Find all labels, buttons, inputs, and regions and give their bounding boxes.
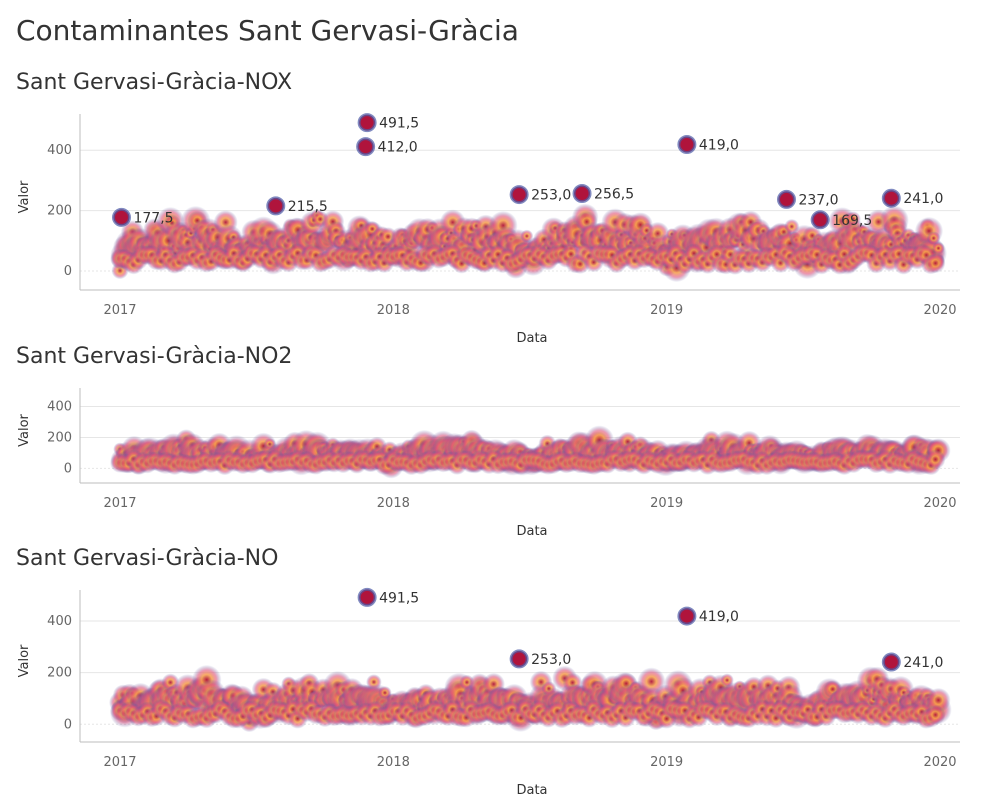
density-cloud [109, 664, 952, 733]
density-point [925, 253, 946, 274]
data-label: 237,0 [798, 192, 838, 208]
data-label: 177,5 [133, 210, 173, 226]
x-tick-label: 2020 [923, 303, 956, 318]
chart-nox: Sant Gervasi-Gràcia-NOX 0 200 400 177,5 215,… [0, 70, 1000, 346]
peak-point[interactable] [509, 649, 529, 669]
chart-title: Sant Gervasi-Gràcia-NO2 [16, 344, 293, 369]
peak-point[interactable] [810, 210, 830, 230]
y-axis-title: Valor [17, 180, 32, 213]
x-axis-title: Data [516, 783, 547, 798]
y-tick-label: 200 [47, 430, 72, 445]
peak-point[interactable] [776, 189, 796, 209]
data-label: 215,5 [288, 199, 328, 215]
peak-point[interactable] [881, 652, 901, 672]
y-tick-label: 400 [47, 614, 72, 629]
x-tick-label: 2019 [650, 303, 683, 318]
peak-point[interactable] [357, 587, 377, 607]
x-tick-label: 2017 [103, 755, 136, 770]
data-label: 241,0 [903, 655, 943, 671]
peak-point[interactable] [677, 134, 697, 154]
x-tick-label: 2017 [103, 496, 136, 511]
peak-point[interactable] [356, 137, 376, 157]
data-label: 241,0 [903, 191, 943, 207]
chart-no: Sant Gervasi-Gràcia-NO 0 200 400 491,5 253,0… [0, 546, 1000, 800]
x-tick-label: 2018 [377, 303, 410, 318]
y-axis-title: Valor [17, 644, 32, 677]
x-tick-label: 2019 [650, 755, 683, 770]
y-tick-label: 0 [64, 717, 72, 732]
y-tick-label: 200 [47, 666, 72, 681]
chart-title: Sant Gervasi-Gràcia-NOX [16, 70, 293, 95]
data-label: 419,0 [699, 609, 739, 625]
data-label: 169,5 [832, 213, 872, 229]
y-tick-label: 200 [47, 204, 72, 219]
data-label: 253,0 [531, 652, 571, 668]
x-tick-label: 2020 [923, 755, 956, 770]
data-label: 412,0 [378, 140, 418, 156]
density-point [926, 231, 941, 246]
density-cloud [110, 203, 948, 283]
y-tick-label: 0 [64, 264, 72, 279]
density-point [925, 449, 946, 470]
x-tick-label: 2019 [650, 496, 683, 511]
peak-point[interactable] [509, 185, 529, 205]
peak-point[interactable] [881, 188, 901, 208]
dashboard-title: Contaminantes Sant Gervasi-Gràcia [16, 14, 519, 47]
density-plot[interactable]: 0 200 400 491,5 253,0 419,0 241,0 2017 2018 2019 2… [0, 582, 1000, 802]
y-tick-label: 400 [47, 400, 72, 415]
x-tick-label: 2017 [103, 303, 136, 318]
data-label: 256,5 [594, 187, 634, 203]
data-label: 491,5 [379, 116, 419, 132]
x-tick-label: 2018 [377, 496, 410, 511]
x-axis-title: Data [516, 331, 547, 346]
y-tick-label: 400 [47, 143, 72, 158]
density-plot[interactable]: 0 200 400 2017 2018 2019 2020 Data Valor [0, 380, 1000, 560]
y-tick-label: 0 [64, 461, 72, 476]
chart-title: Sant Gervasi-Gràcia-NO [16, 546, 279, 571]
peak-point[interactable] [677, 606, 697, 626]
x-tick-label: 2018 [377, 755, 410, 770]
data-label: 491,5 [379, 590, 419, 606]
peak-point[interactable] [357, 113, 377, 133]
density-point [925, 704, 946, 725]
chart-no2: Sant Gervasi-Gràcia-NO2 0 200 400 2017 2018 2… [0, 344, 1000, 539]
data-label: 253,0 [531, 188, 571, 204]
density-cloud [110, 425, 951, 479]
peak-point[interactable] [572, 184, 592, 204]
x-tick-label: 2020 [923, 496, 956, 511]
y-axis-title: Valor [17, 413, 32, 446]
density-plot[interactable]: 0 200 400 177,5 215,5 491,5 412,0 253,0 256,5 419… [0, 106, 1000, 346]
x-axis-title: Data [516, 524, 547, 539]
data-label: 419,0 [699, 137, 739, 153]
peak-point[interactable] [111, 207, 131, 227]
peak-point[interactable] [266, 196, 286, 216]
